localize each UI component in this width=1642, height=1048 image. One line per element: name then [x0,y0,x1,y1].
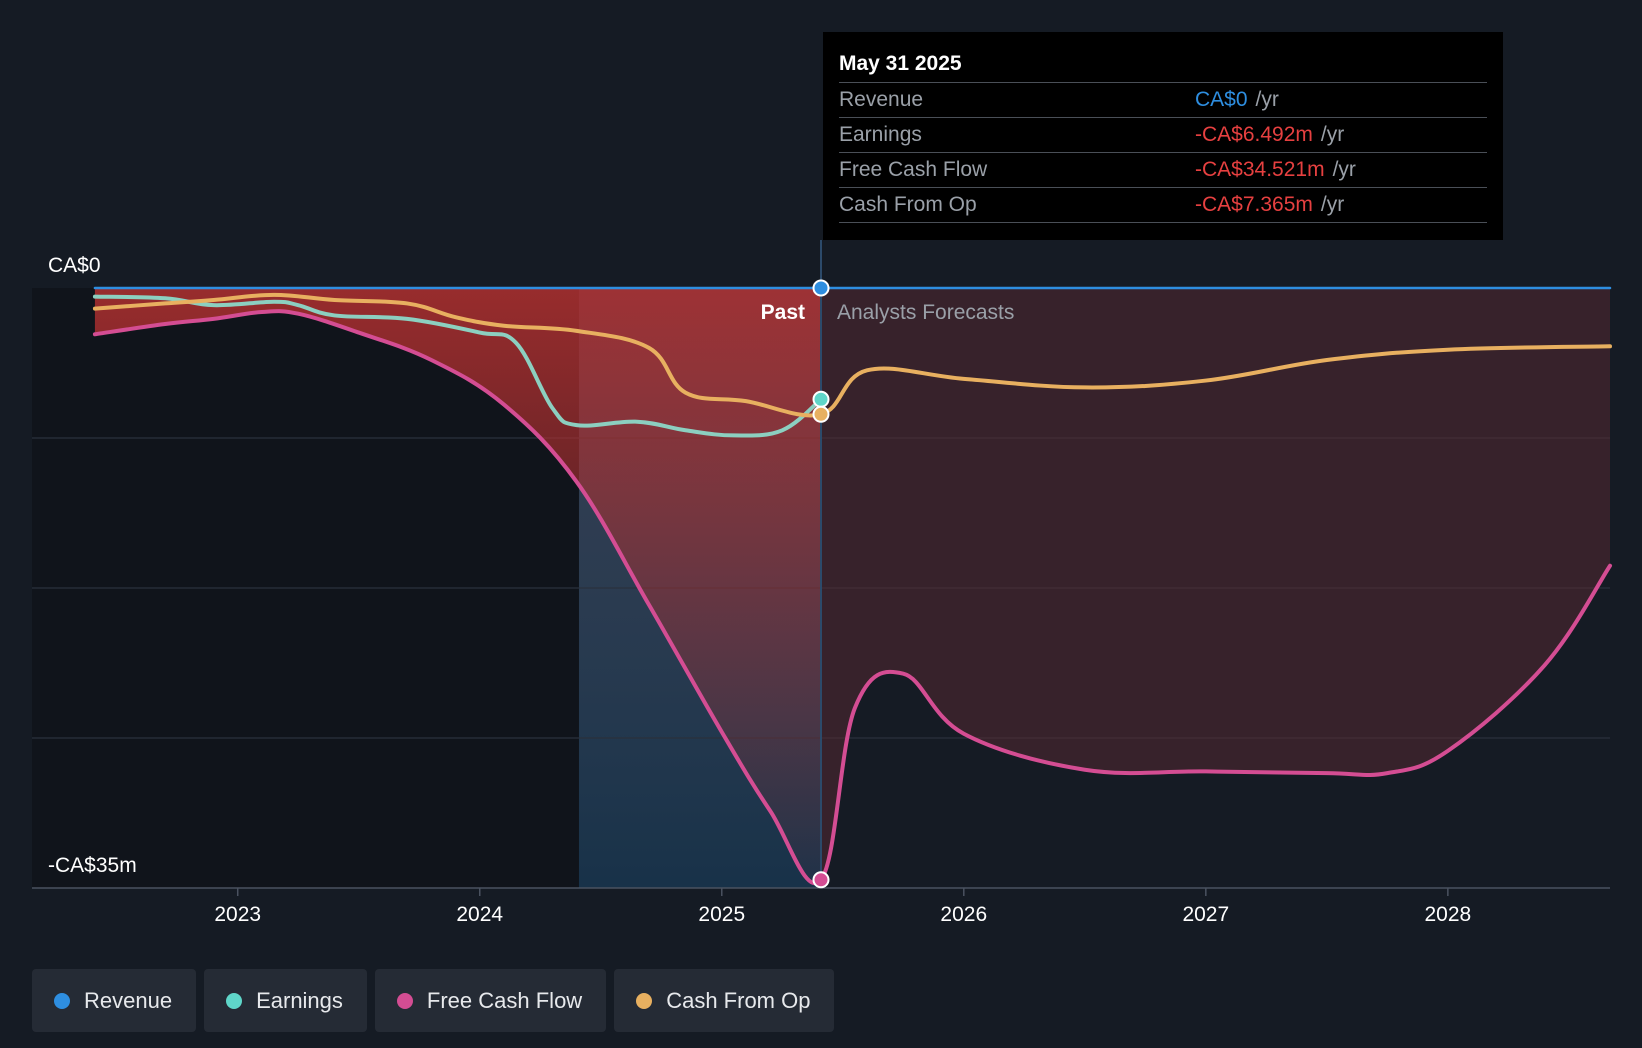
marker-free-cash-flow [812,871,830,889]
tooltip-label: Cash From Op [839,193,977,216]
tooltip-panel: May 31 2025 Revenue CA$0 /yr Earnings -C… [823,32,1503,240]
series-line-earnings [92,294,823,438]
legend-label: Earnings [256,987,343,1013]
x-tick-label-2027: 2027 [1182,903,1229,926]
legend-item-revenue[interactable]: Revenue [32,969,197,1032]
revenue-dot-icon [54,992,70,1009]
series-line-free-cash-flow [92,309,1612,885]
x-tick-label-2023: 2023 [214,903,261,926]
tooltip-label: Revenue [839,88,924,111]
tooltip-value: -CA$6.492m [1195,123,1313,146]
y-axis-max-label: CA$0 [48,254,101,277]
tooltip-row-cash-from-op: Cash From Op -CA$7.365m /yr [839,188,1487,223]
past-label: Past [761,301,805,324]
legend: Revenue Earnings Free Cash Flow Cash Fro… [32,969,835,1032]
tooltip-value: CA$0 [1195,88,1248,111]
fcf-area-past [94,288,821,883]
tooltip-label: Earnings [839,123,922,146]
tooltip-value: -CA$7.365m [1195,193,1313,216]
tooltip-row-revenue: Revenue CA$0 /yr [839,83,1487,118]
tooltip-unit: /yr [1332,158,1356,181]
tooltip-date: May 31 2025 [839,46,1487,83]
tooltip-markers [812,279,830,889]
tooltip-label: Free Cash Flow [839,158,988,181]
tooltip-value: -CA$34.521m [1195,158,1325,181]
tooltip-row-earnings: Earnings -CA$6.492m /yr [839,118,1487,153]
legend-label: Free Cash Flow [426,987,583,1013]
marker-cash-from-op [812,405,830,423]
tooltip-unit: /yr [1255,88,1279,111]
forecast-label: Analysts Forecasts [837,301,1014,324]
x-axis-ticks: 2023 2024 2025 2026 2027 2028 [214,888,1471,926]
legend-item-cash-from-op[interactable]: Cash From Op [614,969,835,1032]
tooltip-unit: /yr [1320,123,1345,146]
marker-revenue [812,279,830,297]
legend-label: Revenue [84,987,173,1013]
chart-canvas: 2023 2024 2025 2026 2027 2028 CA$0 -CA$35m Pa… [32,240,1612,926]
marker-earnings [812,390,830,408]
series-line-cash-from-op [92,292,1612,418]
tooltip-unit: /yr [1320,193,1345,216]
free-cash-flow-dot-icon [396,992,413,1009]
legend-label: Cash From Op [666,987,811,1013]
fcf-area-future [821,288,1610,880]
x-tick-label-2024: 2024 [456,903,503,926]
x-tick-label-2025: 2025 [698,903,745,926]
legend-item-free-cash-flow[interactable]: Free Cash Flow [374,969,607,1032]
earnings-dot-icon [226,992,243,1009]
legend-item-earnings[interactable]: Earnings [204,969,367,1032]
tooltip-row-free-cash-flow: Free Cash Flow -CA$34.521m /yr [839,153,1487,188]
cash-from-op-dot-icon [636,992,653,1009]
y-axis-min-label: -CA$35m [48,854,137,877]
x-tick-label-2026: 2026 [940,903,987,926]
x-tick-label-2028: 2028 [1424,903,1471,926]
